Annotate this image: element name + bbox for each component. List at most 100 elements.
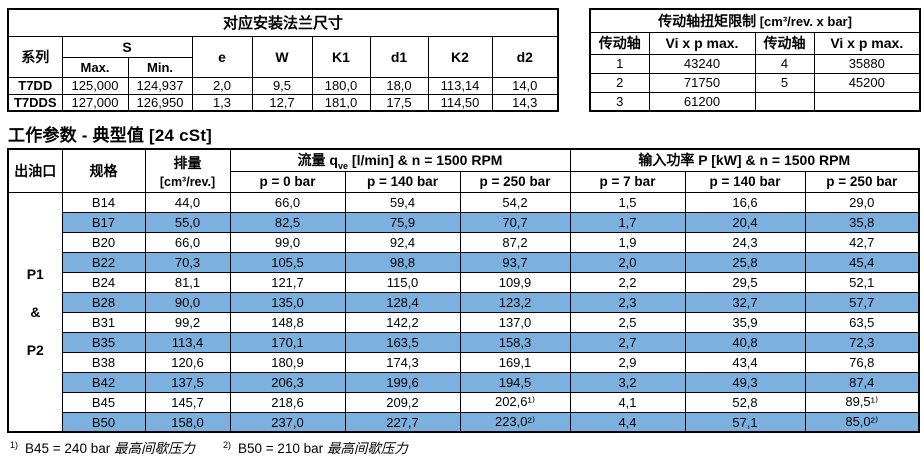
cell: 35,9 — [684, 311, 806, 333]
cell: 40,8 — [684, 331, 806, 353]
table-row: B17 55,0 82,5 75,9 70,7 1,7 20,4 35,8 — [8, 211, 920, 233]
cell: 16,6 — [684, 191, 806, 213]
table-row: B35 113,4 170,1 163,5 158,3 2,7 40,8 72,… — [8, 331, 920, 353]
table-row: B50 158,0 237,0 227,7 223,0²⁾ 4,4 57,1 8… — [8, 411, 920, 433]
cell: 70,3 — [144, 251, 231, 273]
cell: 120,6 — [144, 351, 231, 373]
cell: 1,7 — [569, 211, 686, 233]
cell: 29,5 — [684, 271, 806, 293]
col-header-power-p7: p = 7 bar — [569, 170, 686, 193]
cell: 137,0 — [459, 311, 571, 333]
cell: 4,4 — [569, 411, 686, 433]
cell: 1,3 — [191, 93, 253, 112]
footnotes: 1) B45 = 240 bar 最高间歇压力 2) B50 = 210 bar 最高… — [10, 437, 408, 457]
series-label: T7DDS — [7, 93, 63, 112]
section-title: 工作参数 - 典型值 [24 cSt] — [8, 126, 213, 145]
cell: 125,000 — [61, 76, 129, 95]
cell — [754, 91, 815, 112]
flow-header-prefix: 流量 q — [297, 152, 338, 168]
cell: 114,50 — [427, 93, 493, 112]
cell: 158,0 — [144, 411, 231, 433]
cell: 32,7 — [684, 291, 806, 313]
size-label: B42 — [61, 371, 146, 393]
cell: 123,2 — [459, 291, 571, 313]
cell: 29,0 — [804, 191, 920, 213]
col-header-s-max: Max. — [61, 56, 129, 78]
table-row: B22 70,3 105,5 98,8 93,7 2,0 25,8 45,4 — [8, 251, 920, 273]
cell: 2,9 — [569, 351, 686, 373]
operating-parameters-table: 出油口 规格 排量 [cm³/rev.] 流量 qve [l/min] & n … — [7, 148, 921, 434]
torque-table-title: 传动轴扭矩限制 [cm³/rev. x bar] — [589, 8, 921, 33]
cell: 66,0 — [144, 231, 231, 253]
cell: 113,4 — [144, 331, 231, 353]
cell: 35,8 — [804, 211, 920, 233]
cell: 89,5¹⁾ — [804, 391, 920, 413]
cell: 209,2 — [344, 391, 461, 413]
cell: 90,0 — [144, 291, 231, 313]
cell: 70,7 — [459, 211, 571, 233]
size-label: B24 — [61, 271, 146, 293]
size-label: B31 — [61, 311, 146, 333]
cell: 52,1 — [804, 271, 920, 293]
cell: 59,4 — [344, 191, 461, 213]
displacement-label: 排量 — [173, 154, 202, 171]
footnote-2-text: B50 = 210 bar — [237, 441, 327, 456]
cell: 2,0 — [191, 76, 253, 95]
cell: 87,4 — [804, 371, 920, 393]
size-label: B17 — [61, 211, 146, 233]
table-row: B42 137,5 206,3 199,6 194,5 3,2 49,3 87,… — [8, 371, 920, 393]
cell: 124,937 — [127, 76, 193, 95]
cell: 5 — [754, 72, 815, 93]
cell: 127,000 — [61, 93, 129, 112]
cell: 44,0 — [144, 191, 231, 213]
table-row: B28 90,0 135,0 128,4 123,2 2,3 32,7 57,7 — [8, 291, 920, 313]
col-header-d2: d2 — [491, 35, 559, 78]
footnote-2-note: 最高间歇压力 — [326, 441, 408, 456]
footnote-1-text: B45 = 240 bar — [25, 441, 114, 456]
cell: 4 — [754, 53, 815, 74]
cell: 35880 — [813, 53, 921, 74]
cell: 2,2 — [569, 271, 686, 293]
cell: 1,5 — [569, 191, 686, 213]
cell: 180,9 — [229, 351, 346, 373]
table-row: B38 120,6 180,9 174,3 169,1 2,9 43,4 76,… — [8, 351, 920, 373]
col-header-vxp-2: Vi x p max. — [813, 31, 921, 55]
series-label: T7DD — [7, 76, 63, 95]
cell: 237,0 — [229, 411, 346, 433]
cell: 2,7 — [569, 331, 686, 353]
cell: 2,5 — [569, 311, 686, 333]
cell: 85,0²⁾ — [804, 411, 920, 433]
col-header-s-min: Min. — [127, 56, 193, 78]
col-header-flow-p140: p = 140 bar — [344, 170, 461, 193]
cell: 63,5 — [804, 311, 920, 333]
cell: 174,3 — [344, 351, 461, 373]
cell: 76,8 — [804, 351, 920, 373]
cell: 121,7 — [229, 271, 346, 293]
table-row: 3 61200 — [589, 91, 921, 112]
cell: 113,14 — [427, 76, 493, 95]
flange-table-title: 对应安装法兰尺寸 — [7, 8, 559, 37]
col-header-d1: d1 — [369, 35, 429, 78]
cell: 3,2 — [569, 371, 686, 393]
cell: 24,3 — [684, 231, 806, 253]
cell: 223,0²⁾ — [459, 411, 571, 433]
cell: 43,4 — [684, 351, 806, 373]
cell: 135,0 — [229, 291, 346, 313]
cell: 105,5 — [229, 251, 346, 273]
cell: 148,8 — [229, 311, 346, 333]
cell: 137,5 — [144, 371, 231, 393]
cell: 82,5 — [229, 211, 346, 233]
cell: 75,9 — [344, 211, 461, 233]
cell: 163,5 — [344, 331, 461, 353]
cell: 2,3 — [569, 291, 686, 313]
cell: 25,8 — [684, 251, 806, 273]
cell: 66,0 — [229, 191, 346, 213]
cell: 57,7 — [804, 291, 920, 313]
col-header-k2: K2 — [427, 35, 493, 78]
cell: 57,1 — [684, 411, 806, 433]
cell: 1 — [589, 53, 650, 74]
table-row: B20 66,0 99,0 92,4 87,2 1,9 24,3 42,7 — [8, 231, 920, 253]
cell: 14,3 — [491, 93, 559, 112]
table-row: B45 145,7 218,6 209,2 202,6¹⁾ 4,1 52,8 8… — [8, 391, 920, 413]
col-header-flow-p250: p = 250 bar — [459, 170, 571, 193]
